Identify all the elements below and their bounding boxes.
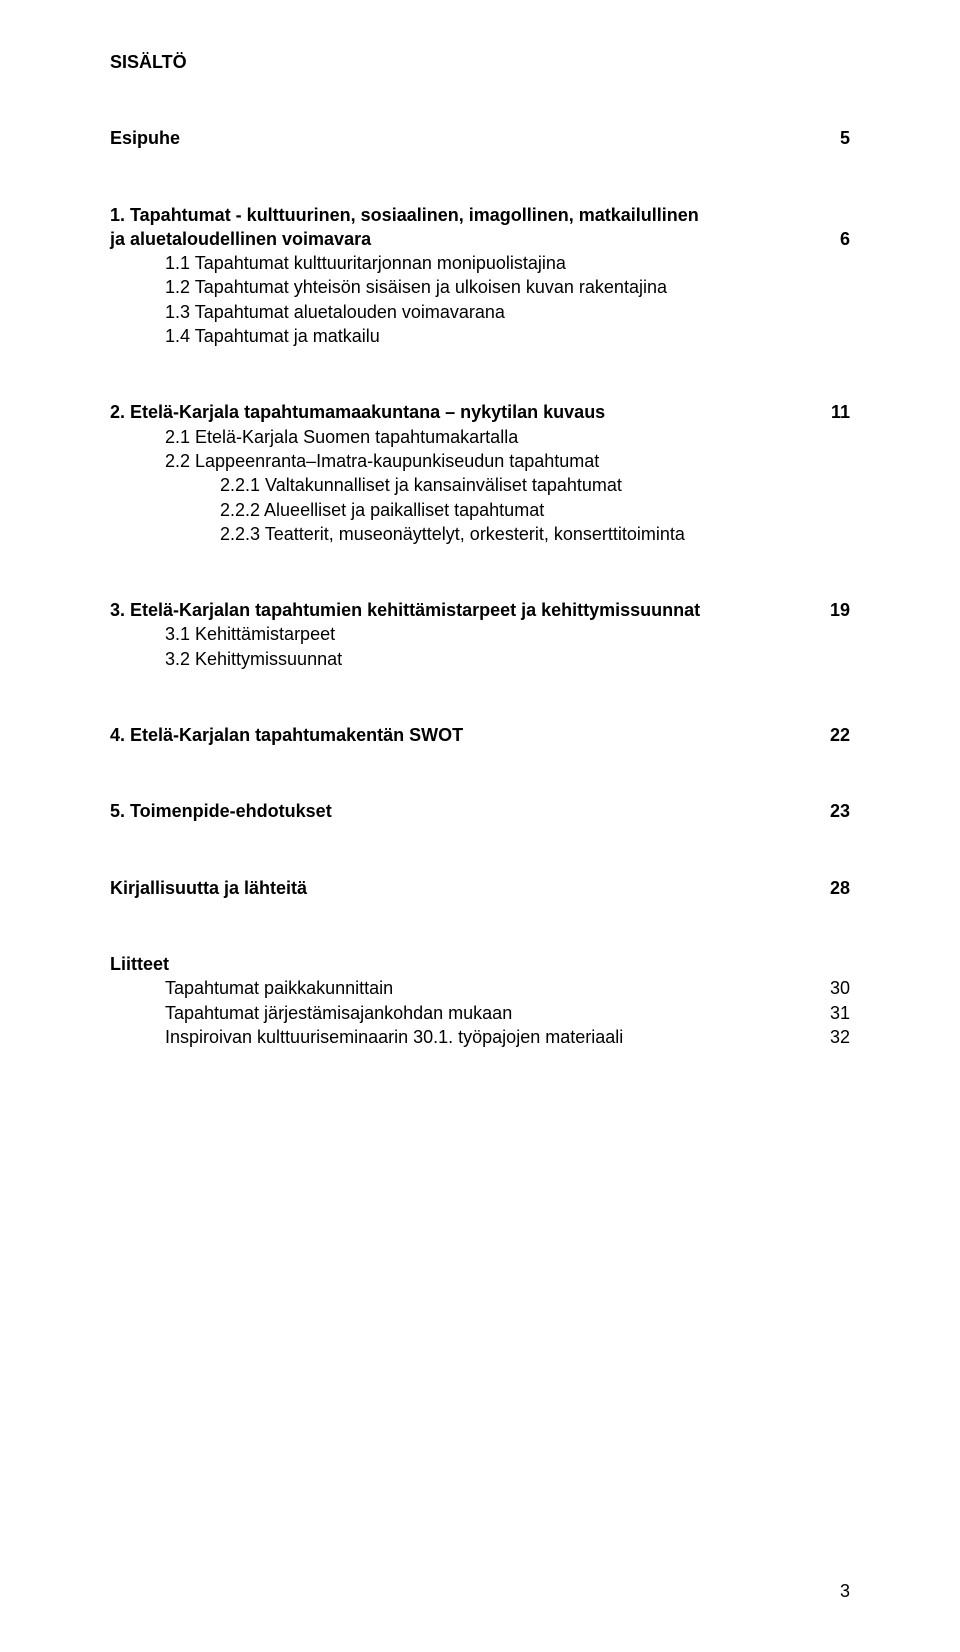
toc-page: 5 — [820, 126, 850, 150]
toc-label: ja aluetaloudellinen voimavara — [110, 227, 820, 251]
toc-label: 2.2 Lappeenranta–Imatra-kaupunkiseudun t… — [110, 449, 820, 473]
toc-label: 1.2 Tapahtumat yhteisön sisäisen ja ulko… — [110, 275, 820, 299]
toc-page: 22 — [820, 723, 850, 747]
toc-item-2-2-1: 2.2.1 Valtakunnalliset ja kansainväliset… — [110, 473, 850, 497]
toc-label: 2. Etelä-Karjala tapahtumamaakuntana – n… — [110, 400, 820, 424]
toc-item-1-1: 1.1 Tapahtumat kulttuuritarjonnan monipu… — [110, 251, 850, 275]
toc-item-2-2-3: 2.2.3 Teatterit, museonäyttelyt, orkeste… — [110, 522, 850, 546]
toc-label: 4. Etelä-Karjalan tapahtumakentän SWOT — [110, 723, 820, 747]
toc-item-1-3: 1.3 Tapahtumat aluetalouden voimavarana — [110, 300, 850, 324]
toc-label: 1.3 Tapahtumat aluetalouden voimavarana — [110, 300, 820, 324]
toc-liitteet-1: Tapahtumat paikkakunnittain 30 — [110, 976, 850, 1000]
toc-page: 19 — [820, 598, 850, 622]
toc-page: 31 — [820, 1001, 850, 1025]
toc-item-3-2: 3.2 Kehittymissuunnat — [110, 647, 850, 671]
toc-section-1-line2: ja aluetaloudellinen voimavara 6 — [110, 227, 850, 251]
toc-liitteet-heading: Liitteet — [110, 952, 850, 976]
document-page: SISÄLTÖ Esipuhe 5 1. Tapahtumat - kulttu… — [0, 0, 960, 1049]
toc-page: 11 — [820, 400, 850, 424]
toc-section-1: 1. Tapahtumat - kulttuurinen, sosiaaline… — [110, 203, 850, 227]
toc-label: 2.2.1 Valtakunnalliset ja kansainväliset… — [110, 473, 820, 497]
toc-label: Inspiroivan kulttuuriseminaarin 30.1. ty… — [110, 1025, 820, 1049]
toc-item-3-1: 3.1 Kehittämistarpeet — [110, 622, 850, 646]
toc-liitteet-2: Tapahtumat järjestämisajankohdan mukaan … — [110, 1001, 850, 1025]
toc-section-2: 2. Etelä-Karjala tapahtumamaakuntana – n… — [110, 400, 850, 424]
toc-item-2-1: 2.1 Etelä-Karjala Suomen tapahtumakartal… — [110, 425, 850, 449]
toc-label: 2.2.3 Teatterit, museonäyttelyt, orkeste… — [110, 522, 820, 546]
toc-page: 23 — [820, 799, 850, 823]
toc-label: 3. Etelä-Karjalan tapahtumien kehittämis… — [110, 598, 820, 622]
toc-label: 5. Toimenpide-ehdotukset — [110, 799, 820, 823]
toc-page: 28 — [820, 876, 850, 900]
toc-page: 6 — [820, 227, 850, 251]
toc-esipuhe: Esipuhe 5 — [110, 126, 850, 150]
toc-liitteet-3: Inspiroivan kulttuuriseminaarin 30.1. ty… — [110, 1025, 850, 1049]
toc-label: Esipuhe — [110, 126, 820, 150]
toc-label: Tapahtumat järjestämisajankohdan mukaan — [110, 1001, 820, 1025]
toc-label: Tapahtumat paikkakunnittain — [110, 976, 820, 1000]
toc-label: Liitteet — [110, 952, 820, 976]
toc-item-2-2-2: 2.2.2 Alueelliset ja paikalliset tapahtu… — [110, 498, 850, 522]
toc-label: 3.2 Kehittymissuunnat — [110, 647, 820, 671]
page-number-footer: 3 — [840, 1581, 850, 1602]
toc-item-2-2: 2.2 Lappeenranta–Imatra-kaupunkiseudun t… — [110, 449, 850, 473]
toc-item-1-4: 1.4 Tapahtumat ja matkailu — [110, 324, 850, 348]
toc-page: 30 — [820, 976, 850, 1000]
toc-label: 2.1 Etelä-Karjala Suomen tapahtumakartal… — [110, 425, 820, 449]
toc-label: Kirjallisuutta ja lähteitä — [110, 876, 820, 900]
toc-label: 3.1 Kehittämistarpeet — [110, 622, 820, 646]
toc-label: 2.2.2 Alueelliset ja paikalliset tapahtu… — [110, 498, 820, 522]
toc-label: 1.4 Tapahtumat ja matkailu — [110, 324, 820, 348]
toc-label: 1.1 Tapahtumat kulttuuritarjonnan monipu… — [110, 251, 820, 275]
toc-label: 1. Tapahtumat - kulttuurinen, sosiaaline… — [110, 203, 820, 227]
toc-item-1-2: 1.2 Tapahtumat yhteisön sisäisen ja ulko… — [110, 275, 850, 299]
toc-kirjallisuutta: Kirjallisuutta ja lähteitä 28 — [110, 876, 850, 900]
toc-section-3: 3. Etelä-Karjalan tapahtumien kehittämis… — [110, 598, 850, 622]
page-title: SISÄLTÖ — [110, 50, 850, 74]
toc-page: 32 — [820, 1025, 850, 1049]
toc-section-5: 5. Toimenpide-ehdotukset 23 — [110, 799, 850, 823]
toc-section-4: 4. Etelä-Karjalan tapahtumakentän SWOT 2… — [110, 723, 850, 747]
